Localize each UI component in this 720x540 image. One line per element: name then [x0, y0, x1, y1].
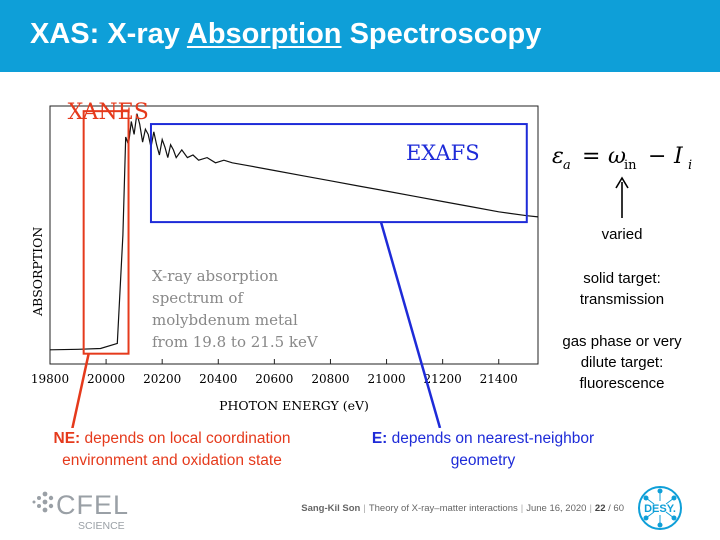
description-line: spectrum of	[152, 289, 244, 307]
formula-equals: =	[582, 144, 600, 169]
xanes-note-line1: NE: depends on local coordination	[22, 428, 322, 450]
x-tick-label: 20800	[311, 372, 349, 386]
solid-note-line: solid target:	[583, 270, 661, 287]
x-axis-label: PHOTON ENERGY (eV)	[219, 398, 369, 413]
footer-page: 22	[594, 503, 606, 514]
footer-date: June 16, 2020	[526, 503, 587, 514]
solid-note-line: transmission	[579, 291, 665, 308]
plot-frame	[49, 105, 539, 365]
title-bar: XAS: X-ray Absorption Spectroscopy	[0, 0, 720, 72]
gas-note-line: gas phase or very	[562, 333, 682, 350]
xanes-label: XANES	[68, 100, 149, 125]
x-tick-label: 21000	[367, 372, 405, 386]
spectrum-description: X-ray absorption spectrum of molybdenum …	[152, 267, 319, 351]
exafs-box	[149, 123, 528, 224]
title-underlined: Absorption	[186, 18, 342, 50]
desy-logo: DESY.	[632, 484, 688, 532]
footer-total: / 60	[608, 503, 624, 514]
formula-omega: ω	[608, 144, 626, 169]
spectrum-line	[49, 113, 539, 351]
gas-note-line: dilute target:	[580, 354, 664, 371]
exafs-note-text: depends on nearest-neighbor	[387, 430, 595, 447]
solid-target-note: solid target: transmission	[537, 268, 707, 310]
title-prefix: XAS: X-ray	[30, 18, 187, 50]
cfel-logo-subtext: SCIENCE	[78, 520, 125, 532]
formula-epsilon: ε	[552, 144, 564, 169]
slide-title: XAS: X-ray Absorption Spectroscopy	[30, 18, 541, 51]
description-line: molybdenum metal	[152, 311, 298, 329]
xanes-note-text: depends on local coordination	[80, 430, 291, 447]
formula-intensity: I	[673, 144, 684, 169]
y-axis-label: ABSORPTION	[30, 227, 45, 317]
exafs-note-bold: E:	[371, 430, 388, 447]
footer-author: Sang-Kil Son	[301, 503, 361, 514]
energy-formula: ε a = ω in − I i	[548, 138, 718, 174]
absorption-spectrum-chart: 19800 20000 20200 20400 20600 20800 21000 21200…	[30, 100, 539, 428]
cfel-logo-text: CFEL	[56, 490, 129, 520]
description-line: from 19.8 to 21.5 keV	[152, 333, 319, 351]
x-tick-label: 21400	[480, 372, 518, 386]
formula-minus: −	[648, 144, 666, 169]
exafs-note-line2: geometry	[450, 452, 516, 469]
footer: Sang-Kil Son | Theory of X-ray–matter inte…	[301, 503, 624, 514]
desy-logo-text: DESY.	[644, 503, 676, 515]
footer-talk: Theory of X-ray–matter interactions	[368, 503, 518, 514]
varied-arrow-icon	[615, 176, 629, 218]
x-tick-label: 20000	[87, 372, 125, 386]
title-suffix: Spectroscopy	[341, 18, 542, 50]
x-tick-label: 20600	[255, 372, 293, 386]
formula-epsilon-sub: a	[563, 158, 571, 173]
x-ticks	[49, 359, 500, 364]
x-tick-labels: 19800 20000 20200 20400 20600 20800 21000 21200…	[31, 372, 518, 386]
xanes-note: NE: depends on local coordination enviro…	[22, 428, 322, 472]
exafs-label: EXAFS	[406, 141, 480, 165]
description-line: X-ray absorption	[152, 267, 278, 285]
cfel-logo: CFEL SCIENCE	[30, 484, 140, 534]
gas-note-line: fluorescence	[579, 375, 665, 392]
x-tick-label: 19800	[31, 372, 69, 386]
formula-intensity-sub: i	[688, 158, 692, 173]
formula-omega-sub: in	[624, 158, 637, 173]
xanes-note-bold: NE:	[53, 430, 81, 447]
x-tick-label: 21200	[424, 372, 462, 386]
x-tick-label: 20400	[199, 372, 237, 386]
xanes-box	[82, 110, 130, 355]
varied-label: varied	[601, 226, 643, 243]
x-tick-label: 20200	[143, 372, 181, 386]
exafs-pointer-line	[379, 221, 442, 428]
xanes-note-line2: environment and oxidation state	[62, 452, 282, 469]
exafs-note: E: depends on nearest-neighbor geometry	[338, 428, 628, 472]
exafs-note-line1: E: depends on nearest-neighbor	[338, 428, 628, 450]
gas-target-note: gas phase or very dilute target: fluores…	[537, 331, 707, 394]
xanes-pointer-line	[71, 353, 90, 428]
